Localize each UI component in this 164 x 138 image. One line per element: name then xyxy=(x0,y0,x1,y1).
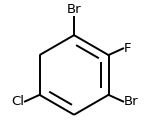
Text: F: F xyxy=(124,42,132,55)
Text: Br: Br xyxy=(67,3,81,16)
Text: Cl: Cl xyxy=(11,95,24,108)
Text: Br: Br xyxy=(124,95,139,108)
